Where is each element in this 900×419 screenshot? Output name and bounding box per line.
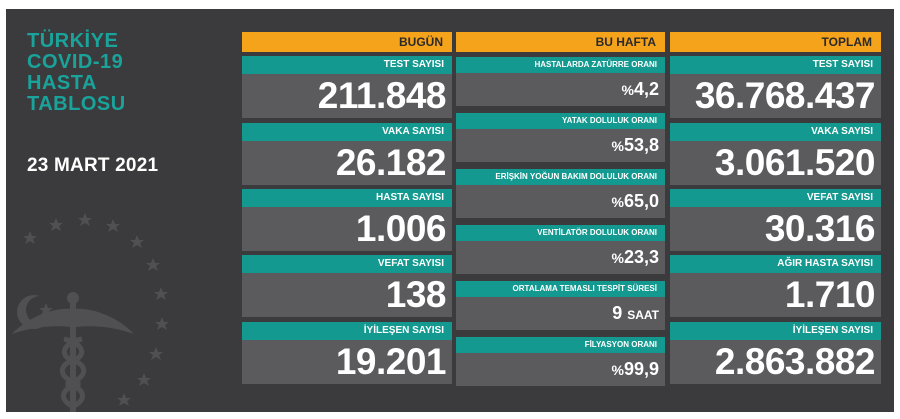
ministry-emblem-icon: [12, 213, 169, 412]
rate-number: 9: [612, 303, 623, 323]
dashboard-title: TÜRKİYE COVID-19 HASTA TABLOSU: [27, 31, 126, 115]
stat-value: 138: [242, 273, 452, 317]
stat-value: 26.182: [242, 141, 452, 185]
stat-value: 3.061.520: [670, 141, 881, 185]
rate-value: %4,2: [456, 73, 665, 106]
covid-dashboard-panel: TÜRKİYE COVID-19 HASTA TABLOSU 23 MART 2…: [6, 9, 894, 412]
percent-sign: %: [621, 82, 634, 98]
rate-label: VENTİLATÖR DOLULUK ORANI: [456, 225, 665, 241]
rate-label: ORTALAMA TEMASLI TESPİT SÜRESİ: [456, 281, 665, 297]
hour-unit: SAAT: [627, 308, 659, 322]
stat-value: 30.316: [670, 207, 881, 251]
percent-sign: %: [611, 362, 624, 378]
stat-value: 2.863.882: [670, 340, 881, 384]
rate-number: 4,2: [633, 79, 659, 99]
stat-label: İYİLEŞEN SAYISI: [670, 322, 881, 340]
today-death-card: VEFAT SAYISI 138: [242, 255, 452, 317]
title-line: COVID-19: [27, 51, 124, 73]
title-line: TABLOSU: [27, 93, 126, 115]
total-column: TOPLAM TEST SAYISI 36.768.437 VAKA SAYIS…: [670, 32, 881, 384]
total-case-card: VAKA SAYISI 3.061.520: [670, 123, 881, 185]
total-test-card: TEST SAYISI 36.768.437: [670, 56, 881, 118]
rate-number: 65,0: [623, 191, 659, 211]
stat-label: VAKA SAYISI: [242, 123, 452, 141]
rate-number: 23,3: [623, 247, 659, 267]
stat-value: 36.768.437: [670, 74, 881, 118]
total-header: TOPLAM: [670, 32, 881, 52]
week-icu-occupancy-card: ERİŞKİN YOĞUN BAKIM DOLULUK ORANI %65,0: [456, 169, 665, 218]
total-recovered-card: İYİLEŞEN SAYISI 2.863.882: [670, 322, 881, 384]
percent-sign: %: [611, 194, 624, 210]
rate-value: %53,8: [456, 129, 665, 162]
week-ventilator-card: VENTİLATÖR DOLULUK ORANI %23,3: [456, 225, 665, 274]
rate-label: YATAK DOLULUK ORANI: [456, 113, 665, 129]
week-column: BU HAFTA HASTALARDA ZATÜRRE ORANI %4,2 Y…: [456, 32, 665, 386]
stat-label: İYİLEŞEN SAYISI: [242, 322, 452, 340]
stat-label: VEFAT SAYISI: [670, 189, 881, 207]
report-date: 23 MART 2021: [27, 155, 159, 176]
stat-value: 1.710: [670, 273, 881, 317]
stat-label: TEST SAYISI: [242, 56, 452, 74]
total-death-card: VEFAT SAYISI 30.316: [670, 189, 881, 251]
rate-label: HASTALARDA ZATÜRRE ORANI: [456, 57, 665, 73]
total-critical-card: AĞIR HASTA SAYISI 1.710: [670, 255, 881, 317]
stat-label: VEFAT SAYISI: [242, 255, 452, 273]
stat-value: 211.848: [242, 74, 452, 118]
today-column: BUGÜN TEST SAYISI 211.848 VAKA SAYISI 26…: [242, 32, 452, 384]
rate-label: ERİŞKİN YOĞUN BAKIM DOLULUK ORANI: [456, 169, 665, 185]
title-line: HASTA: [27, 72, 97, 94]
rate-number: 53,8: [623, 135, 659, 155]
stat-value: 19.201: [242, 340, 452, 384]
rate-value: %65,0: [456, 185, 665, 218]
rate-number: 99,9: [623, 359, 659, 379]
stat-label: HASTA SAYISI: [242, 189, 452, 207]
rate-value: 9 SAAT: [456, 297, 665, 330]
week-header: BU HAFTA: [456, 32, 665, 52]
stat-value: 1.006: [242, 207, 452, 251]
percent-sign: %: [611, 250, 624, 266]
today-patient-card: HASTA SAYISI 1.006: [242, 189, 452, 251]
week-filiation-card: FİLYASYON ORANI %99,9: [456, 337, 665, 386]
stat-label: TEST SAYISI: [670, 56, 881, 74]
week-pneumonia-card: HASTALARDA ZATÜRRE ORANI %4,2: [456, 57, 665, 106]
title-line: TÜRKİYE: [27, 30, 119, 52]
today-header: BUGÜN: [242, 32, 452, 52]
today-recovered-card: İYİLEŞEN SAYISI 19.201: [242, 322, 452, 384]
rate-label: FİLYASYON ORANI: [456, 337, 665, 353]
rate-value: %99,9: [456, 353, 665, 386]
stat-label: AĞIR HASTA SAYISI: [670, 255, 881, 273]
stat-label: VAKA SAYISI: [670, 123, 881, 141]
week-bed-occupancy-card: YATAK DOLULUK ORANI %53,8: [456, 113, 665, 162]
today-case-card: VAKA SAYISI 26.182: [242, 123, 452, 185]
rate-value: %23,3: [456, 241, 665, 274]
percent-sign: %: [611, 138, 624, 154]
today-test-card: TEST SAYISI 211.848: [242, 56, 452, 118]
week-contact-tracing-card: ORTALAMA TEMASLI TESPİT SÜRESİ 9 SAAT: [456, 281, 665, 330]
